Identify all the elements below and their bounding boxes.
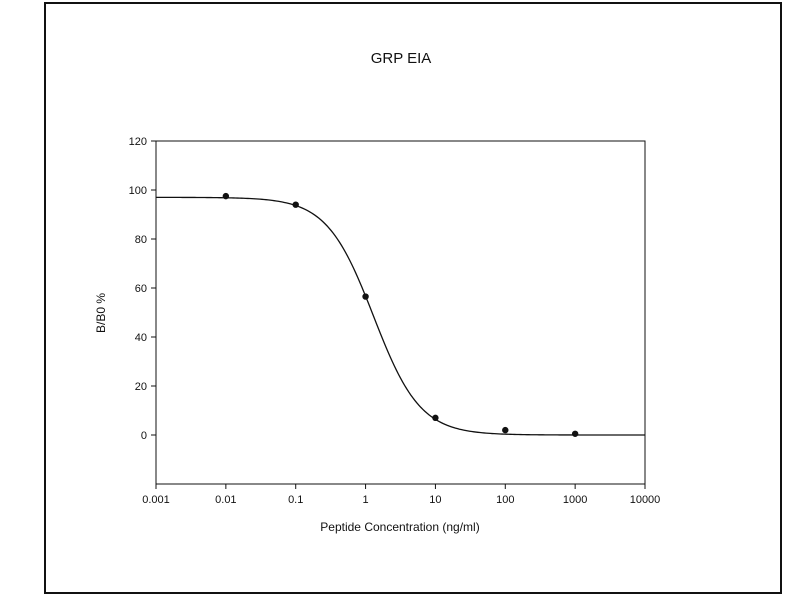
data-points: [222, 192, 579, 437]
data-point: [222, 192, 230, 200]
y-axis-title: B/B0 %: [94, 293, 108, 333]
data-point: [362, 293, 369, 300]
chart-title: GRP EIA: [371, 50, 432, 67]
x-tick-label: 100: [496, 494, 514, 506]
y-tick-label: 20: [135, 381, 147, 393]
data-point: [502, 426, 509, 434]
y-tick-label: 60: [135, 283, 147, 295]
y-tick-label: 120: [129, 136, 147, 148]
y-tick-label: 100: [129, 185, 147, 197]
x-tick-label: 1: [363, 494, 369, 506]
x-tick-label: 10000: [630, 494, 661, 506]
data-point: [292, 201, 299, 208]
x-tick-label: 0.1: [288, 494, 303, 506]
x-axis-title: Peptide Concentration (ng/ml): [320, 520, 479, 534]
y-tick-label: 0: [141, 430, 147, 442]
x-axis: 0.001 0.01 0.1 1 10 100 1000 10000: [142, 484, 660, 506]
y-tick-label: 40: [135, 332, 147, 344]
y-axis: 0 20 40 60 80 100 120: [129, 136, 156, 442]
x-tick-label: 0.001: [142, 494, 170, 506]
plot-area-frame: [155, 140, 646, 485]
chart-figure: [44, 2, 782, 594]
y-tick-label: 80: [135, 234, 147, 246]
data-point: [571, 430, 579, 437]
x-tick-label: 1000: [563, 494, 587, 506]
data-point: [432, 414, 439, 422]
fitted-curve: [156, 196, 645, 436]
x-tick-label: 10: [429, 494, 441, 506]
x-tick-label: 0.01: [215, 494, 236, 506]
